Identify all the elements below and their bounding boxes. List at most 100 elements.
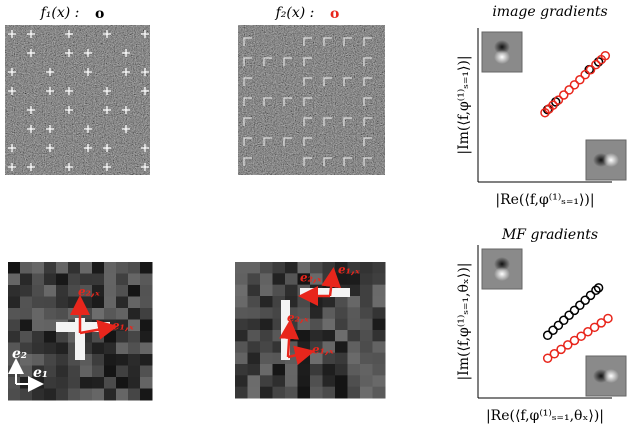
pixel [235,352,248,365]
pixel [92,354,105,366]
scatter-point [589,322,600,333]
pixel [360,386,373,399]
pixel [260,307,273,320]
pixel [322,375,336,388]
pixel [310,352,323,365]
corner [323,37,332,46]
pixel [8,262,21,274]
cross [46,87,54,95]
pixel [235,364,248,376]
pixel [104,342,117,355]
pixel [372,318,386,331]
pixel [140,342,153,355]
pixel [272,284,286,297]
cross [103,144,111,152]
pixel [335,262,348,274]
pixel [372,364,386,376]
crosses [8,30,149,171]
vector-label: e₁,ₓ [312,343,334,357]
pixel [322,341,336,354]
pixel [285,262,298,274]
pixel [285,273,298,286]
pixel [335,307,348,320]
panel-title: image gradients [492,4,607,20]
cross [65,49,73,57]
corner [243,117,252,126]
corner [243,137,252,146]
pixel [140,308,153,320]
vector-label: e₁,ₓ [338,263,360,277]
pixel [80,273,93,286]
pixel [285,341,298,354]
pixel [116,331,129,343]
pixel [347,318,361,331]
cross [141,68,149,76]
pixel [335,296,348,308]
corner [283,137,292,146]
pixel [92,377,105,389]
pixel [92,388,105,401]
pixel [116,296,129,309]
scatter-point [585,290,596,301]
pixel [116,354,129,366]
scatter-point [564,85,574,95]
pixel [372,330,386,342]
pixel [347,352,361,365]
panel-marker: o [95,6,104,22]
pixel [372,284,386,297]
corners [243,37,372,166]
pixel [247,307,261,320]
inset-blob [494,257,510,271]
cross [27,163,35,171]
pixel [335,330,348,342]
pixel [20,308,33,320]
pixel [372,375,386,388]
pixel [372,352,386,365]
pixel [32,388,45,401]
pixel [80,365,93,378]
pixel [235,318,248,331]
pixel [44,331,57,343]
pixel [44,296,57,309]
pixel [310,262,323,274]
pixel [285,352,298,365]
pixel [272,307,286,320]
corner [363,97,372,106]
inset-blob [494,267,510,281]
pixel [322,318,336,331]
pixel [44,273,57,286]
y-axis-label: |Im(⟨f,φ⁽¹⁾ₛ₌₁,θₓ⟩)| [456,262,472,380]
corner [243,97,252,106]
axes-arrows [8,358,44,392]
cross [84,144,92,152]
scatter-point [575,300,585,311]
pixel [235,307,248,320]
pixel [140,388,153,401]
pixel [68,377,81,389]
pixel [310,330,323,342]
pixel [128,365,141,378]
pixel [92,342,105,355]
pixel [92,285,105,297]
cross [103,163,111,171]
pixel [297,375,311,388]
pixel [8,308,21,320]
cross [84,125,92,133]
axis-vector-label: e₂ [12,346,27,362]
pixel [32,342,45,355]
pixel [68,365,81,378]
pixel [20,273,33,286]
pixel [372,262,386,274]
cross [103,106,111,114]
pixel [235,341,248,354]
pixel [44,308,57,320]
pixel [32,354,45,366]
pixel [260,375,273,388]
pixel [360,284,373,297]
corner [343,77,352,86]
cross [103,87,111,95]
pixel [285,375,298,388]
pixel [247,352,261,365]
pixel [92,273,105,286]
pixel [272,352,286,365]
